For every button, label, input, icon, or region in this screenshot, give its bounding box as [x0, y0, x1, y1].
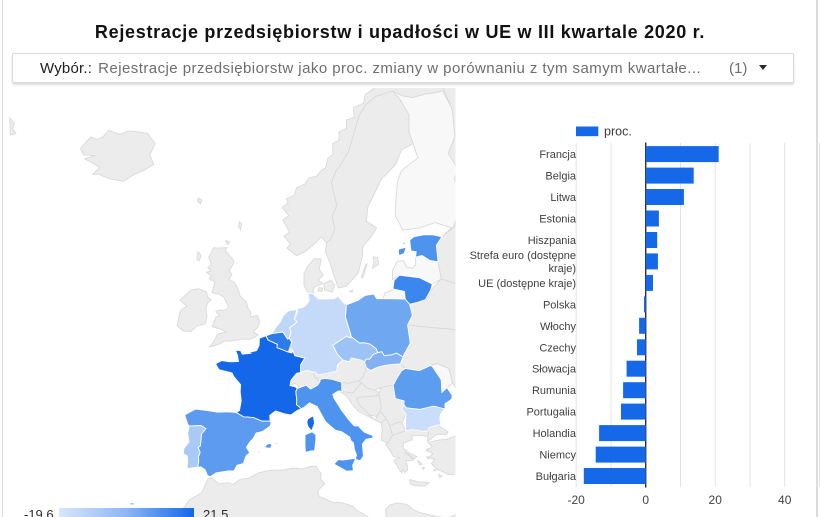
svg-text:Strefa euro (dostępne: Strefa euro (dostępne	[470, 250, 576, 262]
svg-text:-19.6: -19.6	[24, 507, 54, 517]
svg-text:Hiszpania: Hiszpania	[528, 235, 577, 247]
svg-text:Holandia: Holandia	[533, 428, 577, 440]
svg-text:Litwa: Litwa	[550, 192, 577, 204]
svg-text:Polska: Polska	[543, 299, 577, 311]
svg-text:Belgia: Belgia	[545, 171, 576, 183]
svg-text:Francja: Francja	[539, 149, 577, 161]
svg-text:Estonia: Estonia	[539, 214, 577, 226]
svg-text:Portugalia: Portugalia	[526, 407, 576, 419]
svg-text:20: 20	[709, 493, 723, 507]
svg-text:UE (dostępne kraje): UE (dostępne kraje)	[478, 278, 576, 290]
svg-text:Rumunia: Rumunia	[532, 385, 577, 397]
svg-text:Czechy: Czechy	[539, 342, 576, 354]
svg-text:Słowacja: Słowacja	[532, 364, 577, 376]
svg-text:-20: -20	[568, 493, 586, 507]
svg-text:Niemcy: Niemcy	[539, 450, 576, 462]
svg-text:kraje): kraje)	[548, 263, 576, 275]
svg-text:Włochy: Włochy	[540, 321, 577, 333]
svg-text:21.5: 21.5	[203, 507, 228, 517]
svg-text:Bułgaria: Bułgaria	[536, 471, 577, 483]
svg-text:proc.: proc.	[604, 125, 632, 139]
svg-text:0: 0	[642, 493, 649, 507]
svg-text:40: 40	[778, 493, 792, 507]
